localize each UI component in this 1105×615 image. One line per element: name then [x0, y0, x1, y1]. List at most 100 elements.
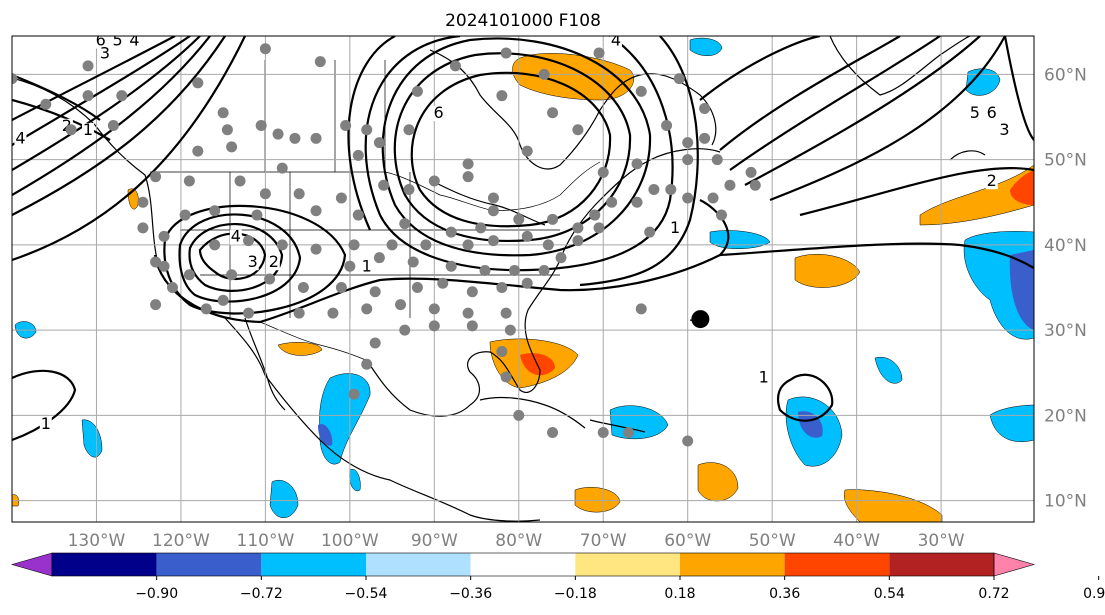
station-dot: [217, 294, 229, 306]
station-dot: [496, 282, 508, 294]
contour-label: 1: [362, 256, 372, 275]
station-dot: [661, 120, 673, 132]
station-dot: [635, 303, 647, 315]
colorbar-tick-label: 0.72: [978, 586, 1009, 602]
station-dot: [538, 68, 550, 80]
contour-label: 4: [15, 129, 25, 148]
contours: [12, 36, 1034, 442]
station-dot: [378, 179, 390, 191]
contour-label: 4: [231, 227, 241, 246]
contour-label: 3: [248, 252, 258, 271]
contour-label-bg: [94, 36, 107, 49]
station-dot: [352, 149, 364, 161]
station-dot: [449, 60, 461, 72]
station-dot: [462, 239, 474, 251]
station-dot: [242, 307, 254, 319]
station-dot: [234, 175, 246, 187]
station-dot: [593, 222, 605, 234]
station-dot: [150, 171, 162, 183]
station-dot: [521, 277, 533, 289]
station-dot: [411, 282, 423, 294]
station-dot: [12, 73, 18, 85]
contour-label-bg: [229, 229, 242, 245]
station-dot: [500, 307, 512, 319]
station-dot: [513, 409, 525, 421]
colorbar-tick-label: 0.54: [874, 586, 905, 602]
longitude-tick-label: 100°W: [321, 531, 379, 551]
longitude-tick-label: 60°W: [664, 531, 711, 551]
station-dot: [673, 73, 685, 85]
station-dot: [500, 47, 512, 59]
station-dot: [466, 320, 478, 332]
longitude-tick-label: 80°W: [495, 531, 542, 551]
latitude-tick-label: 50°N: [1044, 151, 1087, 171]
station-dot: [745, 166, 757, 178]
colorbar-segment: [470, 553, 576, 576]
station-dot: [40, 98, 52, 110]
station-dot: [487, 192, 499, 204]
station-dot: [479, 264, 491, 276]
station-dot: [699, 132, 711, 144]
contour-label: 4: [611, 31, 621, 50]
colorbar-max-extend: [993, 552, 1036, 577]
station-markers: [12, 43, 761, 447]
contour-label: 5: [970, 103, 980, 122]
latitude-tick-label: 20°N: [1044, 406, 1087, 426]
storm-center-marker: [691, 310, 710, 329]
longitude-labels: 130°W 120°W 110°W 100°W 90°W 80°W 70°W 60°W 50°W…: [68, 531, 965, 551]
station-dot: [272, 128, 284, 140]
station-dot: [462, 158, 474, 170]
station-dot: [597, 166, 609, 178]
station-dot: [348, 239, 360, 251]
station-dot: [340, 120, 352, 132]
colorbar-segment: [889, 553, 994, 576]
station-dot: [521, 230, 533, 242]
station-dot: [107, 120, 119, 132]
station-dot: [466, 286, 478, 298]
station-dot: [699, 102, 711, 114]
station-dot: [682, 435, 694, 447]
station-dot: [259, 43, 271, 55]
station-dot: [445, 226, 457, 238]
station-dot: [179, 209, 191, 221]
contour-label-bg: [14, 131, 27, 147]
contour-label-bg: [609, 36, 622, 49]
colorbar-tick-label: −0.36: [449, 586, 492, 602]
station-dot: [183, 269, 195, 281]
station-dot: [606, 196, 618, 208]
station-dot: [373, 137, 385, 149]
station-dot: [665, 183, 677, 195]
longitude-tick-label: 120°W: [152, 531, 210, 551]
station-dot: [500, 371, 512, 383]
station-dot: [547, 213, 559, 225]
station-dot: [487, 235, 499, 247]
station-dot: [158, 230, 170, 242]
station-dot: [542, 239, 554, 251]
latitude-tick-label: 30°N: [1044, 321, 1087, 341]
station-dot: [648, 183, 660, 195]
colorbar-segment: [366, 553, 471, 576]
contour-label: 2: [269, 252, 279, 271]
station-dot: [310, 132, 322, 144]
latitude-tick-label: 40°N: [1044, 236, 1087, 256]
colorbar-segment: [52, 553, 157, 576]
station-dot: [344, 260, 356, 272]
contour-label-bg: [111, 36, 124, 49]
station-dot: [276, 239, 288, 251]
station-dot: [82, 90, 94, 102]
station-dot: [310, 205, 322, 217]
contour-label-bg: [360, 259, 373, 275]
contour-label-bg: [39, 417, 52, 433]
station-dot: [462, 171, 474, 183]
station-dot: [428, 320, 440, 332]
station-dot: [361, 358, 373, 370]
station-dot: [361, 124, 373, 136]
contour-label: 6: [433, 103, 443, 122]
station-dot: [597, 426, 609, 438]
station-dot: [715, 209, 727, 221]
station-dot: [314, 56, 326, 68]
contour-label-bg: [998, 123, 1011, 139]
station-dot: [276, 162, 288, 174]
contour-label: 1: [83, 120, 93, 139]
